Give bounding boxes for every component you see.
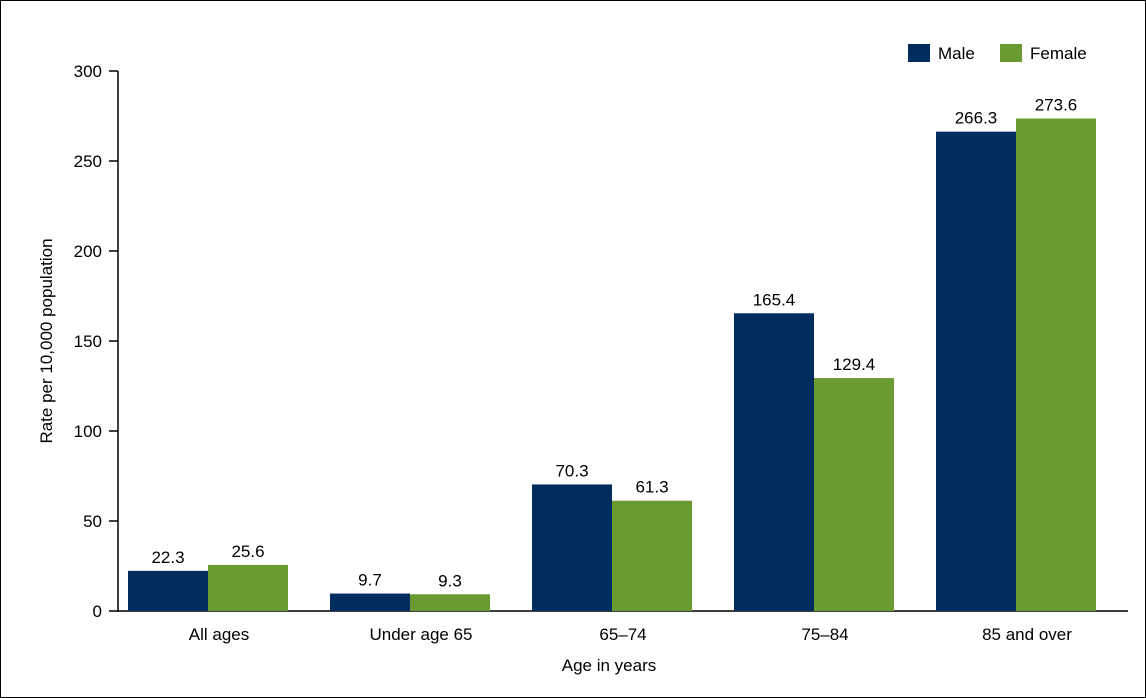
legend: Male Female xyxy=(908,44,1087,63)
data-label-male-3: 70.3 xyxy=(555,461,588,480)
y-axis-title: Rate per 10,000 population xyxy=(37,238,56,443)
x-tick-label: Under age 65 xyxy=(369,625,472,644)
bar-male-1 xyxy=(128,570,208,611)
y-tick-label: 150 xyxy=(74,332,102,351)
y-tick-label: 300 xyxy=(74,62,102,81)
bars xyxy=(128,118,1096,612)
data-label-female-5: 273.6 xyxy=(1035,96,1078,115)
data-label-female-3: 61.3 xyxy=(635,478,668,497)
data-label-male-2: 9.7 xyxy=(358,571,382,590)
x-tick-label: All ages xyxy=(189,625,249,644)
bar-female-1 xyxy=(208,564,288,611)
y-tick-label: 200 xyxy=(74,242,102,261)
x-tick-label: 75–84 xyxy=(801,625,848,644)
bar-female-3 xyxy=(612,500,692,611)
y-tick-label: 50 xyxy=(83,512,102,531)
bar-male-5 xyxy=(936,131,1016,611)
bar-female-5 xyxy=(1016,118,1096,612)
x-axis: All ages Under age 65 65–74 75–84 85 and ove… xyxy=(118,610,1128,644)
data-labels: 22.3 9.7 70.3 165.4 266.3 25.6 9.3 61.3 129.4 273… xyxy=(151,96,1077,591)
x-tick-label: 65–74 xyxy=(599,625,646,644)
data-label-male-5: 266.3 xyxy=(955,109,998,128)
bar-female-4 xyxy=(814,378,894,611)
bar-male-3 xyxy=(532,484,612,611)
x-tick-label: 85 and over xyxy=(982,625,1072,644)
data-label-female-2: 9.3 xyxy=(438,571,462,590)
legend-swatch-male xyxy=(908,44,930,62)
data-label-male-1: 22.3 xyxy=(151,548,184,567)
y-tick-label: 250 xyxy=(74,152,102,171)
bar-male-4 xyxy=(734,313,814,611)
bar-male-2 xyxy=(330,593,410,611)
data-label-male-4: 165.4 xyxy=(753,290,796,309)
y-tick-label: 0 xyxy=(93,602,102,621)
bar-female-2 xyxy=(410,594,490,611)
x-axis-title: Age in years xyxy=(562,656,657,675)
y-axis: 0 50 100 150 200 250 300 xyxy=(74,62,119,621)
legend-swatch-female xyxy=(1000,44,1022,62)
data-label-female-4: 129.4 xyxy=(833,355,876,374)
data-label-female-1: 25.6 xyxy=(231,542,264,561)
y-tick-label: 100 xyxy=(74,422,102,441)
legend-label-female: Female xyxy=(1030,44,1087,63)
legend-label-male: Male xyxy=(938,44,975,63)
